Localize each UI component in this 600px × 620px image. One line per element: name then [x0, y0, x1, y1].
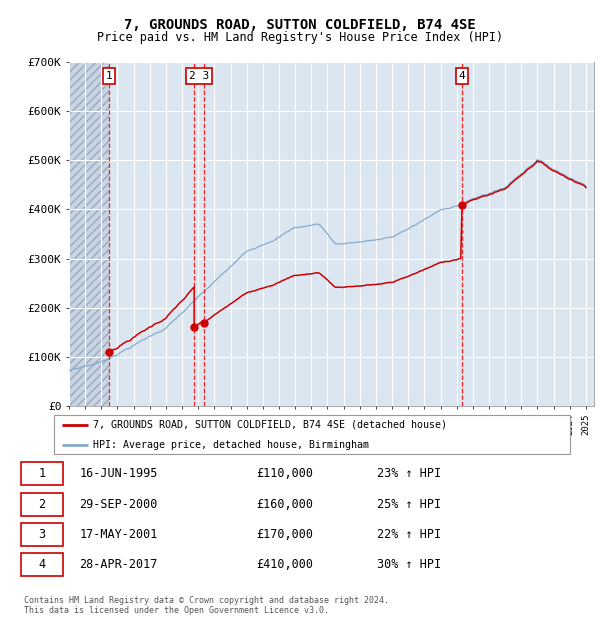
Text: 17-MAY-2001: 17-MAY-2001	[79, 528, 158, 541]
Text: £110,000: £110,000	[256, 467, 313, 481]
Text: 2: 2	[38, 498, 46, 511]
Text: £160,000: £160,000	[256, 498, 313, 511]
Text: 23% ↑ HPI: 23% ↑ HPI	[377, 467, 442, 481]
Text: 28-APR-2017: 28-APR-2017	[79, 558, 158, 571]
Text: Price paid vs. HM Land Registry's House Price Index (HPI): Price paid vs. HM Land Registry's House …	[97, 31, 503, 43]
Text: 1: 1	[106, 71, 112, 81]
FancyBboxPatch shape	[54, 415, 570, 454]
Text: 29-SEP-2000: 29-SEP-2000	[79, 498, 158, 511]
Text: 2 3: 2 3	[189, 71, 209, 81]
FancyBboxPatch shape	[21, 523, 62, 546]
Text: 7, GROUNDS ROAD, SUTTON COLDFIELD, B74 4SE (detached house): 7, GROUNDS ROAD, SUTTON COLDFIELD, B74 4…	[92, 420, 446, 430]
Text: 16-JUN-1995: 16-JUN-1995	[79, 467, 158, 481]
FancyBboxPatch shape	[21, 463, 62, 485]
Text: Contains HM Land Registry data © Crown copyright and database right 2024.
This d: Contains HM Land Registry data © Crown c…	[24, 596, 389, 615]
Text: 7, GROUNDS ROAD, SUTTON COLDFIELD, B74 4SE: 7, GROUNDS ROAD, SUTTON COLDFIELD, B74 4…	[124, 18, 476, 32]
FancyBboxPatch shape	[21, 553, 62, 576]
Text: 30% ↑ HPI: 30% ↑ HPI	[377, 558, 442, 571]
Text: 22% ↑ HPI: 22% ↑ HPI	[377, 528, 442, 541]
Text: 4: 4	[458, 71, 466, 81]
Text: HPI: Average price, detached house, Birmingham: HPI: Average price, detached house, Birm…	[92, 440, 368, 450]
FancyBboxPatch shape	[21, 493, 62, 516]
Text: £410,000: £410,000	[256, 558, 313, 571]
Text: 4: 4	[38, 558, 46, 571]
Text: £170,000: £170,000	[256, 528, 313, 541]
Bar	[69, 62, 109, 406]
Text: 1: 1	[38, 467, 46, 481]
Text: 3: 3	[38, 528, 46, 541]
Text: 25% ↑ HPI: 25% ↑ HPI	[377, 498, 442, 511]
